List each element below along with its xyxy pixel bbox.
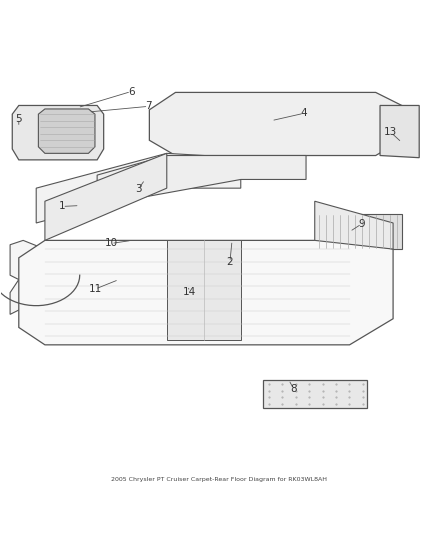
Text: 5: 5 bbox=[15, 114, 22, 124]
Polygon shape bbox=[380, 106, 419, 158]
Polygon shape bbox=[262, 379, 367, 408]
Text: 4: 4 bbox=[300, 108, 307, 118]
Polygon shape bbox=[39, 109, 95, 154]
Text: 7: 7 bbox=[145, 101, 152, 111]
Text: 9: 9 bbox=[358, 219, 365, 229]
Text: 14: 14 bbox=[183, 287, 197, 297]
Polygon shape bbox=[315, 214, 402, 249]
Text: 13: 13 bbox=[384, 127, 398, 138]
Polygon shape bbox=[19, 240, 393, 345]
Text: 1: 1 bbox=[59, 201, 66, 212]
Polygon shape bbox=[97, 156, 306, 206]
Polygon shape bbox=[167, 240, 241, 341]
Text: 3: 3 bbox=[135, 184, 142, 194]
Polygon shape bbox=[12, 106, 104, 160]
Polygon shape bbox=[36, 154, 241, 223]
Text: 6: 6 bbox=[128, 86, 134, 96]
Polygon shape bbox=[149, 92, 402, 156]
Polygon shape bbox=[315, 201, 393, 249]
Text: 11: 11 bbox=[88, 284, 102, 294]
Text: 8: 8 bbox=[290, 384, 297, 394]
Polygon shape bbox=[45, 154, 167, 240]
Polygon shape bbox=[10, 240, 45, 314]
Text: 10: 10 bbox=[105, 238, 118, 248]
Text: 2: 2 bbox=[226, 257, 233, 267]
Text: 2005 Chrysler PT Cruiser Carpet-Rear Floor Diagram for RK03WL8AH: 2005 Chrysler PT Cruiser Carpet-Rear Flo… bbox=[111, 477, 327, 482]
